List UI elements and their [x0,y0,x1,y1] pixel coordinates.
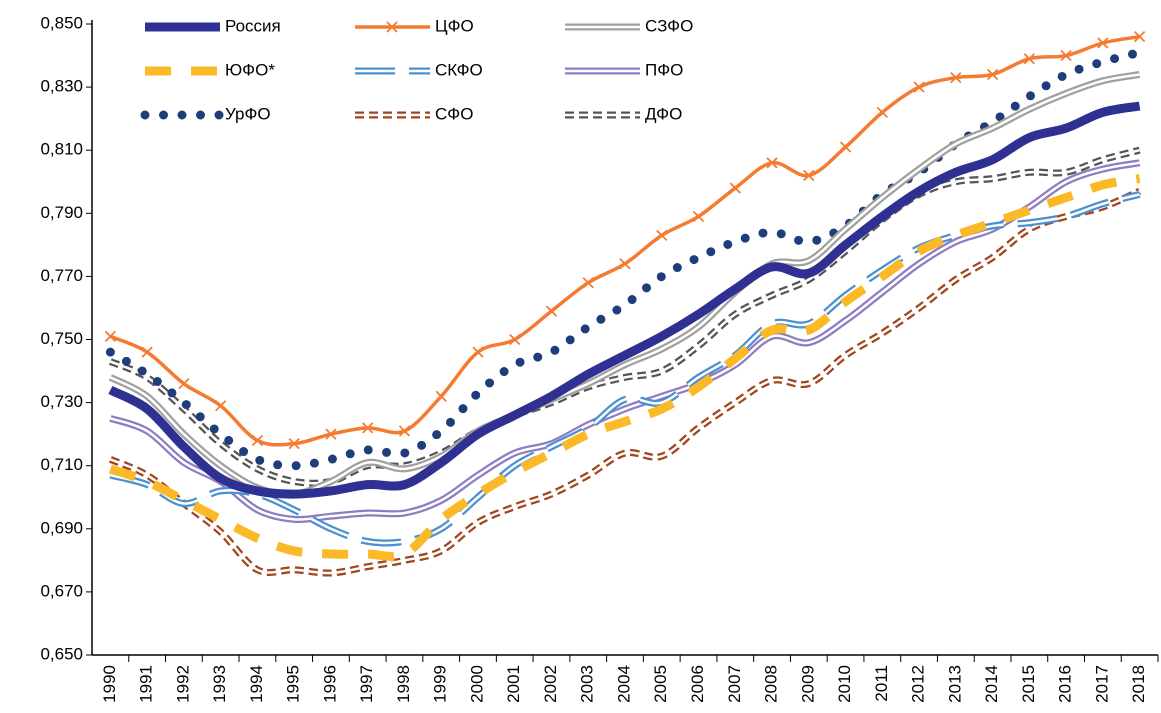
x-marker [509,333,521,346]
x-tick-label: 2007 [725,665,744,703]
x-marker [141,346,153,358]
x-tick-label: 1996 [320,665,339,703]
x-tick-label: 2004 [614,665,633,703]
x-marker [545,305,558,317]
x-marker [1023,53,1035,65]
x-marker [766,157,778,169]
x-tick-label: 1990 [100,665,119,703]
y-tick-label: 0,730 [40,392,83,411]
y-tick-label: 0,810 [40,140,83,159]
x-tick-label: 2010 [835,665,854,703]
x-tick-label: 1999 [431,665,450,703]
x-marker [104,330,117,342]
y-tick-label: 0,770 [40,266,83,285]
legend: Россия ЦФО СЗФО ЮФО* СКФО ПФО УрФО СФО ДФО [140,16,693,123]
x-tick-label: 1993 [210,665,229,703]
x-tick-label: 2005 [651,665,670,703]
x-tick-label: 2012 [909,665,928,703]
y-tick-label: 0,750 [40,329,83,348]
legend-label: ЮФО* [225,60,275,79]
y-tick-label: 0,790 [40,203,83,222]
x-tick-label: 2008 [762,665,781,703]
x-marker [913,81,925,93]
x-tick-label: 2013 [945,665,964,703]
x-marker [876,106,888,118]
x-marker [582,277,594,289]
x-marker [251,434,264,447]
series-line-inner [109,148,1140,485]
x-marker [619,258,631,270]
y-tick-label: 0,830 [40,77,83,96]
y-tick-label: 0,710 [40,455,83,474]
x-tick-label: 1995 [284,665,303,703]
x-tick-label: 2018 [1129,665,1148,703]
x-tick-label: 2001 [504,665,523,703]
x-marker [288,437,300,450]
x-marker [398,425,411,437]
x-marker [839,141,852,153]
x-tick-label: 2011 [872,665,891,702]
series-line [108,71,1141,498]
legend-label: Россия [225,16,281,35]
x-tick-label: 1994 [247,665,266,703]
x-marker [1060,49,1072,62]
x-marker [656,229,668,242]
series-line [108,174,1141,562]
x-tick-label: 1992 [173,665,192,703]
x-marker [435,390,447,402]
x-tick-label: 2014 [982,665,1001,703]
x-tick-label: 2015 [1019,665,1038,703]
legend-label: УрФО [225,104,271,123]
series-line [109,146,1141,487]
x-marker [362,422,374,434]
x-tick-label: 2016 [1056,665,1075,703]
series-line-inner [109,161,1140,521]
x-marker [178,378,190,390]
y-tick-label: 0,670 [40,581,83,600]
x-marker [215,400,227,412]
x-tick-label: 2006 [688,665,707,703]
x-marker [803,169,815,182]
x-tick-label: 2017 [1092,665,1111,703]
legend-label: СЗФО [645,16,693,35]
x-marker [986,68,999,81]
x-marker [1097,37,1109,49]
x-marker [729,182,741,194]
x-marker [950,71,962,84]
legend-label: СФО [435,104,473,123]
legend-label: СКФО [435,60,483,79]
legend-label: ДФО [645,104,682,123]
series-line [109,34,1140,447]
x-tick-label: 2003 [578,665,597,703]
x-tick-label: 1991 [137,665,156,703]
x-marker [386,21,398,33]
y-tick-label: 0,850 [40,13,83,32]
legend-label: ПФО [645,60,683,79]
x-tick-label: 1998 [394,665,413,703]
x-tick-label: 2000 [467,665,486,703]
series-line [109,159,1141,524]
x-marker [325,428,337,440]
y-tick-label: 0,690 [40,518,83,537]
x-tick-label: 1997 [357,665,376,703]
legend-label: ЦФО [435,16,474,35]
x-marker [692,210,705,223]
x-marker [1133,30,1146,43]
x-tick-label: 2009 [798,665,817,703]
x-tick-label: 2002 [541,665,560,703]
series-line-inner [109,73,1140,496]
series-line-inner [109,190,1141,575]
y-tick-label: 0,650 [40,644,83,663]
series-line [108,101,1141,499]
x-marker [472,346,484,358]
